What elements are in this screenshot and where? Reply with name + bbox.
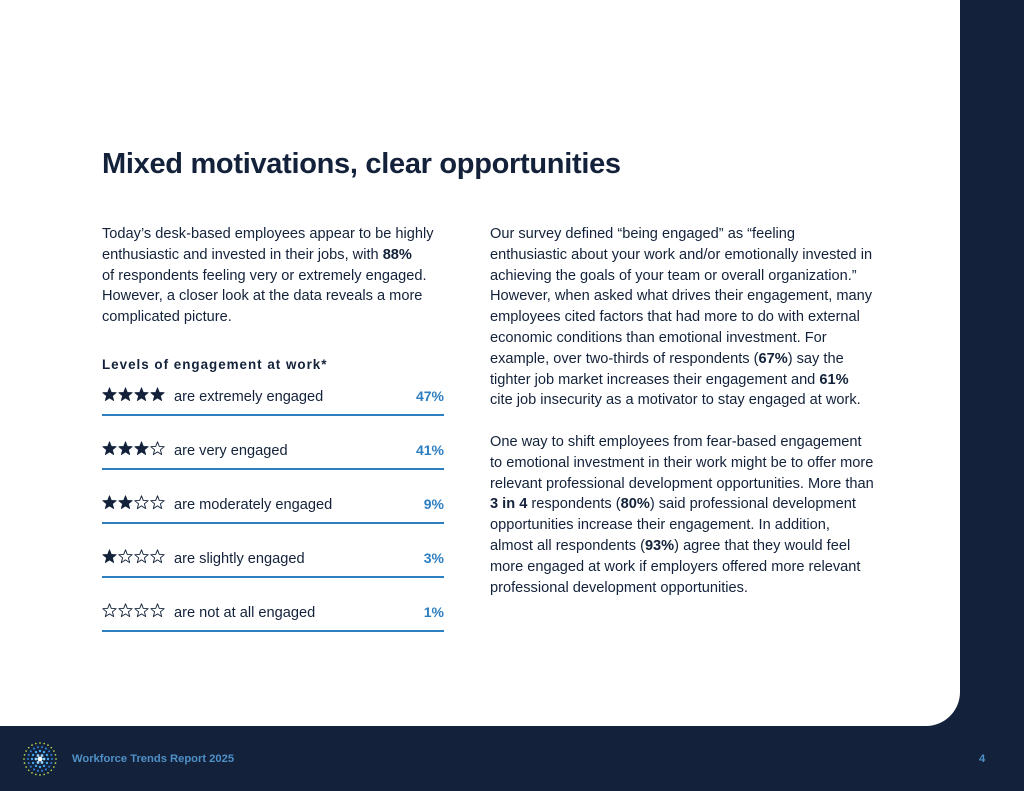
engagement-label: are very engaged [174,443,288,459]
outline-star-icon [134,495,149,510]
engagement-percent: 41% [415,442,444,458]
engagement-label: are slightly engaged [174,551,305,567]
intro-text-2: of respondents feeling very or extremely… [102,267,427,326]
engagement-percent: 3% [423,550,444,566]
intro-column: Today’s desk-based employees appear to b… [102,224,467,328]
stat-3-in-4: 3 in 4 [490,496,528,513]
engagement-row: are not at all engaged 1% [102,599,444,653]
row-divider [102,522,444,524]
row-divider [102,576,444,578]
filled-star-icon [150,387,165,401]
stat-80: 80% [620,496,650,513]
filled-star-icon [118,441,133,455]
filled-star-icon [102,495,117,509]
outline-star-icon [150,441,165,456]
footer-report-title: Workforce Trends Report 2025 [72,753,235,765]
engagement-row: are extremely engaged 47% [102,383,444,437]
outline-star-icon [150,495,165,510]
engagement-label: are extremely engaged [174,389,324,405]
filled-star-icon [102,549,117,563]
page-number: 4 [979,753,986,765]
star-rating [102,495,165,510]
engagement-list: are extremely engaged 47% are very engaged… [102,383,444,653]
filled-star-icon [118,387,133,401]
stat-61: 61% [819,371,849,388]
star-rating [102,603,165,618]
filled-star-icon [102,387,117,401]
outline-star-icon [134,603,149,618]
body-text: ) agree that they would feel more engage… [490,537,861,596]
engagement-percent: 47% [415,388,444,404]
dotted-burst-logo-icon [23,742,57,776]
report-page: Mixed motivations, clear opportunities T… [0,0,960,726]
row-divider [102,630,444,632]
engagement-percent: 1% [423,604,444,620]
engagement-label: are not at all engaged [174,605,316,621]
body-paragraph-1: Our survey defined “being engaged” as “f… [490,224,875,411]
filled-star-icon [134,387,149,401]
row-divider [102,414,444,416]
body-text: ) say the tighter job market increases t… [490,350,844,388]
body-text: ) said professional development opportun… [490,496,856,554]
body-column: Our survey defined “being engaged” as “f… [490,224,875,598]
intro-stat-88: 88% [382,246,412,263]
engagement-label: are moderately engaged [174,497,333,513]
outline-star-icon [118,549,133,564]
body-paragraph-2: One way to shift employees from fear-bas… [490,432,875,598]
filled-star-icon [102,441,117,455]
body-text: One way to shift employees from fear-bas… [490,433,874,492]
outline-star-icon [102,603,117,618]
outline-star-icon [118,603,133,618]
engagement-row: are slightly engaged 3% [102,545,444,599]
filled-star-icon [134,441,149,455]
intro-text-1: Today’s desk-based employees appear to b… [102,226,434,263]
engagement-row: are very engaged 41% [102,437,444,491]
engagement-row: are moderately engaged 9% [102,491,444,545]
engagement-heading: Levels of engagement at work* [102,357,328,372]
page-title: Mixed motivations, clear opportunities [102,148,621,180]
star-rating [102,549,165,564]
outline-star-icon [150,603,165,618]
row-divider [102,468,444,470]
intro-paragraph: Today’s desk-based employees appear to b… [102,224,467,328]
stat-93: 93% [644,537,675,554]
engagement-percent: 9% [423,496,444,512]
star-rating [102,387,165,402]
outline-star-icon [134,549,149,564]
stat-67: 67% [758,350,788,367]
filled-star-icon [118,495,133,509]
body-text: respondents ( [527,496,621,513]
star-rating [102,441,165,456]
body-text: cite job insecurity as a motivator to st… [490,392,861,409]
outline-star-icon [150,549,165,564]
body-text: Our survey defined “being engaged” as “f… [490,226,873,367]
